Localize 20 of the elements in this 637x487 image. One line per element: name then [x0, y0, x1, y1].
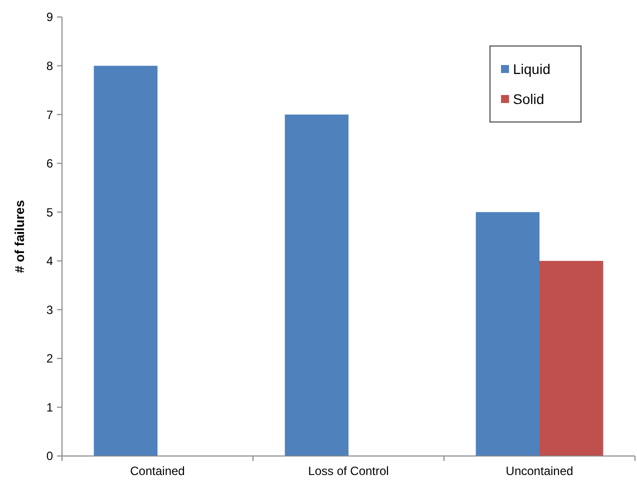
y-tick-label: 6: [46, 156, 54, 171]
y-tick-label: 3: [46, 302, 54, 317]
y-axis-title: # of failures: [12, 200, 27, 273]
legend-label: Liquid: [513, 60, 550, 77]
x-tick-label: Contained: [130, 464, 185, 478]
y-tick-label: 1: [46, 400, 54, 414]
y-tick-label: 2: [46, 352, 54, 366]
y-tick-label: 0: [46, 449, 54, 464]
legend-label: Solid: [513, 90, 544, 107]
bar: [476, 212, 540, 456]
y-tick-label: 4: [46, 254, 54, 268]
bar: [94, 66, 158, 456]
x-tick-label: Uncontained: [506, 464, 574, 478]
bar: [540, 260, 604, 456]
bar: [284, 114, 348, 456]
y-tick-label: 8: [46, 58, 54, 73]
y-tick-label: 7: [46, 108, 54, 122]
y-tick-label: 5: [46, 205, 54, 220]
y-tick-label: 9: [46, 10, 54, 24]
x-tick-label: Loss of Control: [308, 464, 389, 478]
